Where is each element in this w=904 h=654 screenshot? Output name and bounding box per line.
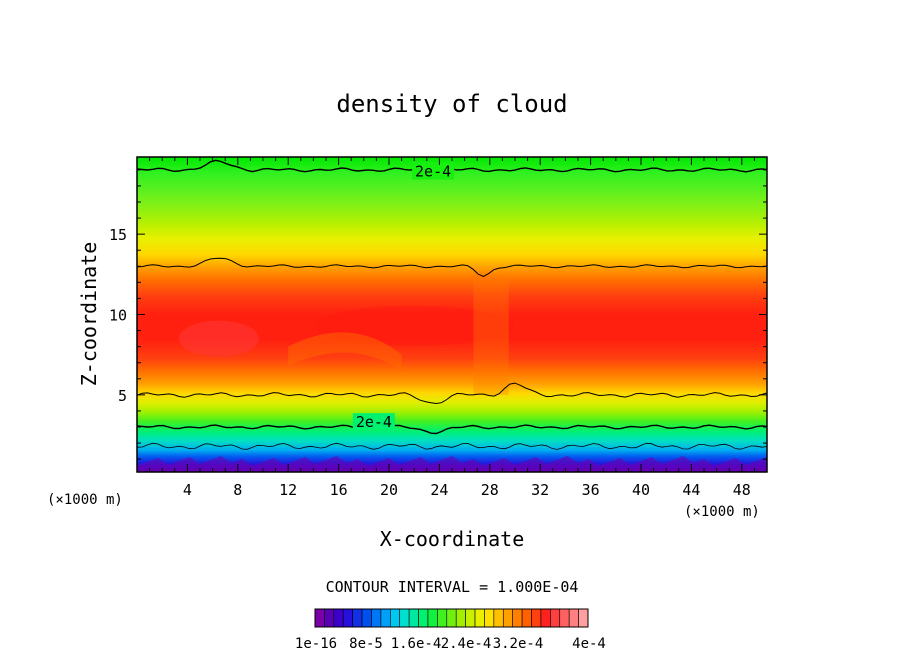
colorbar-tick-label: 1.6e-4 xyxy=(391,636,442,652)
x-tick-label: 32 xyxy=(531,481,549,499)
colorbar-swatch xyxy=(437,608,448,628)
y-tick-label: 10 xyxy=(109,307,127,325)
x-tick-label: 36 xyxy=(582,481,600,499)
x-unit-right: (×1000 m) xyxy=(684,504,760,520)
contour-label: 2e-4 xyxy=(356,413,392,431)
x-tick-label: 4 xyxy=(183,481,192,499)
x-tick-label: 12 xyxy=(279,481,297,499)
colorbar-swatch xyxy=(521,608,532,628)
colorbar xyxy=(314,608,589,628)
plot-area: 2e-4 2e-4 xyxy=(136,156,768,473)
colorbar-swatch xyxy=(333,608,344,628)
colorbar-tick-label: 1e-16 xyxy=(295,636,337,652)
y-tick-label: 5 xyxy=(118,387,127,405)
contour-bottom xyxy=(136,442,768,450)
colorbar-swatch xyxy=(314,608,325,628)
lower-lobe xyxy=(288,332,402,371)
colorbar-swatch xyxy=(361,608,372,628)
contour-label-bg xyxy=(352,413,395,431)
colorbar-swatch xyxy=(408,608,419,628)
contour-lower xyxy=(136,382,768,405)
colorbar-swatch xyxy=(380,608,391,628)
colorbar-swatch xyxy=(427,608,438,628)
contour-lines: 2e-4 2e-4 xyxy=(136,159,768,450)
x-unit-left: (×1000 m) xyxy=(47,492,123,508)
colorbar-swatch xyxy=(512,608,523,628)
colorbar-swatch xyxy=(550,608,561,628)
colorbar-swatch xyxy=(352,608,363,628)
contour-label-bg xyxy=(412,162,455,180)
colorbar-tick-label: 2.4e-4 xyxy=(441,636,492,652)
updraft-column xyxy=(473,274,509,395)
colorbar-swatch xyxy=(531,608,542,628)
colorbar-tick-label: 8e-5 xyxy=(349,636,383,652)
colorbar-swatch xyxy=(484,608,495,628)
colorbar-swatch xyxy=(540,608,551,628)
x-tick-label: 44 xyxy=(682,481,700,499)
x-tick-label: 40 xyxy=(632,481,650,499)
x-tick-label: 24 xyxy=(430,481,448,499)
colorbar-frame xyxy=(314,608,589,628)
x-axis: 4 8 12 16 20 24 28 32 36 40 44 48 xyxy=(136,157,768,499)
colorbar-swatch xyxy=(390,608,401,628)
colorbar-tick-label: 3.2e-4 xyxy=(493,636,544,652)
chart-title: density of cloud xyxy=(336,90,567,118)
colorbar-swatch xyxy=(455,608,466,628)
colorbar-swatch xyxy=(474,608,485,628)
x-tick-label: 20 xyxy=(380,481,398,499)
cloud-base xyxy=(137,456,767,472)
contour-label: 2e-4 xyxy=(415,162,451,180)
x-tick-label: 28 xyxy=(481,481,499,499)
colorbar-swatch xyxy=(399,608,410,628)
contour-base xyxy=(136,424,768,435)
colorbar-swatch xyxy=(568,608,579,628)
contour-interval: CONTOUR INTERVAL = 1.000E-04 xyxy=(326,578,579,596)
x-axis-label: X-coordinate xyxy=(380,527,525,551)
colorbar-swatch xyxy=(493,608,504,628)
colorbar-swatch xyxy=(502,608,513,628)
colorbar-labels: 1e-16 8e-5 1.6e-4 2.4e-4 3.2e-4 4e-4 xyxy=(295,636,606,652)
colorbar-swatch xyxy=(418,608,429,628)
field-overlay xyxy=(137,274,767,472)
colorbar-swatch xyxy=(342,608,353,628)
colorbar-swatch xyxy=(465,608,476,628)
x-tick-label: 8 xyxy=(233,481,242,499)
x-tick-label: 48 xyxy=(733,481,751,499)
colorbar-swatch xyxy=(446,608,457,628)
colorbar-swatch xyxy=(559,608,570,628)
core-blob xyxy=(178,320,259,357)
y-tick-label: 15 xyxy=(109,226,127,244)
contour-upper xyxy=(136,257,768,277)
y-axis: 5 10 15 xyxy=(109,169,767,460)
colorbar-tick-label: 4e-4 xyxy=(572,636,606,652)
colorbar-swatch xyxy=(324,608,335,628)
x-tick-label: 16 xyxy=(330,481,348,499)
y-axis-label: Z-coordinate xyxy=(77,242,101,387)
colorbar-swatch xyxy=(371,608,382,628)
colorbar-swatch xyxy=(578,608,589,628)
